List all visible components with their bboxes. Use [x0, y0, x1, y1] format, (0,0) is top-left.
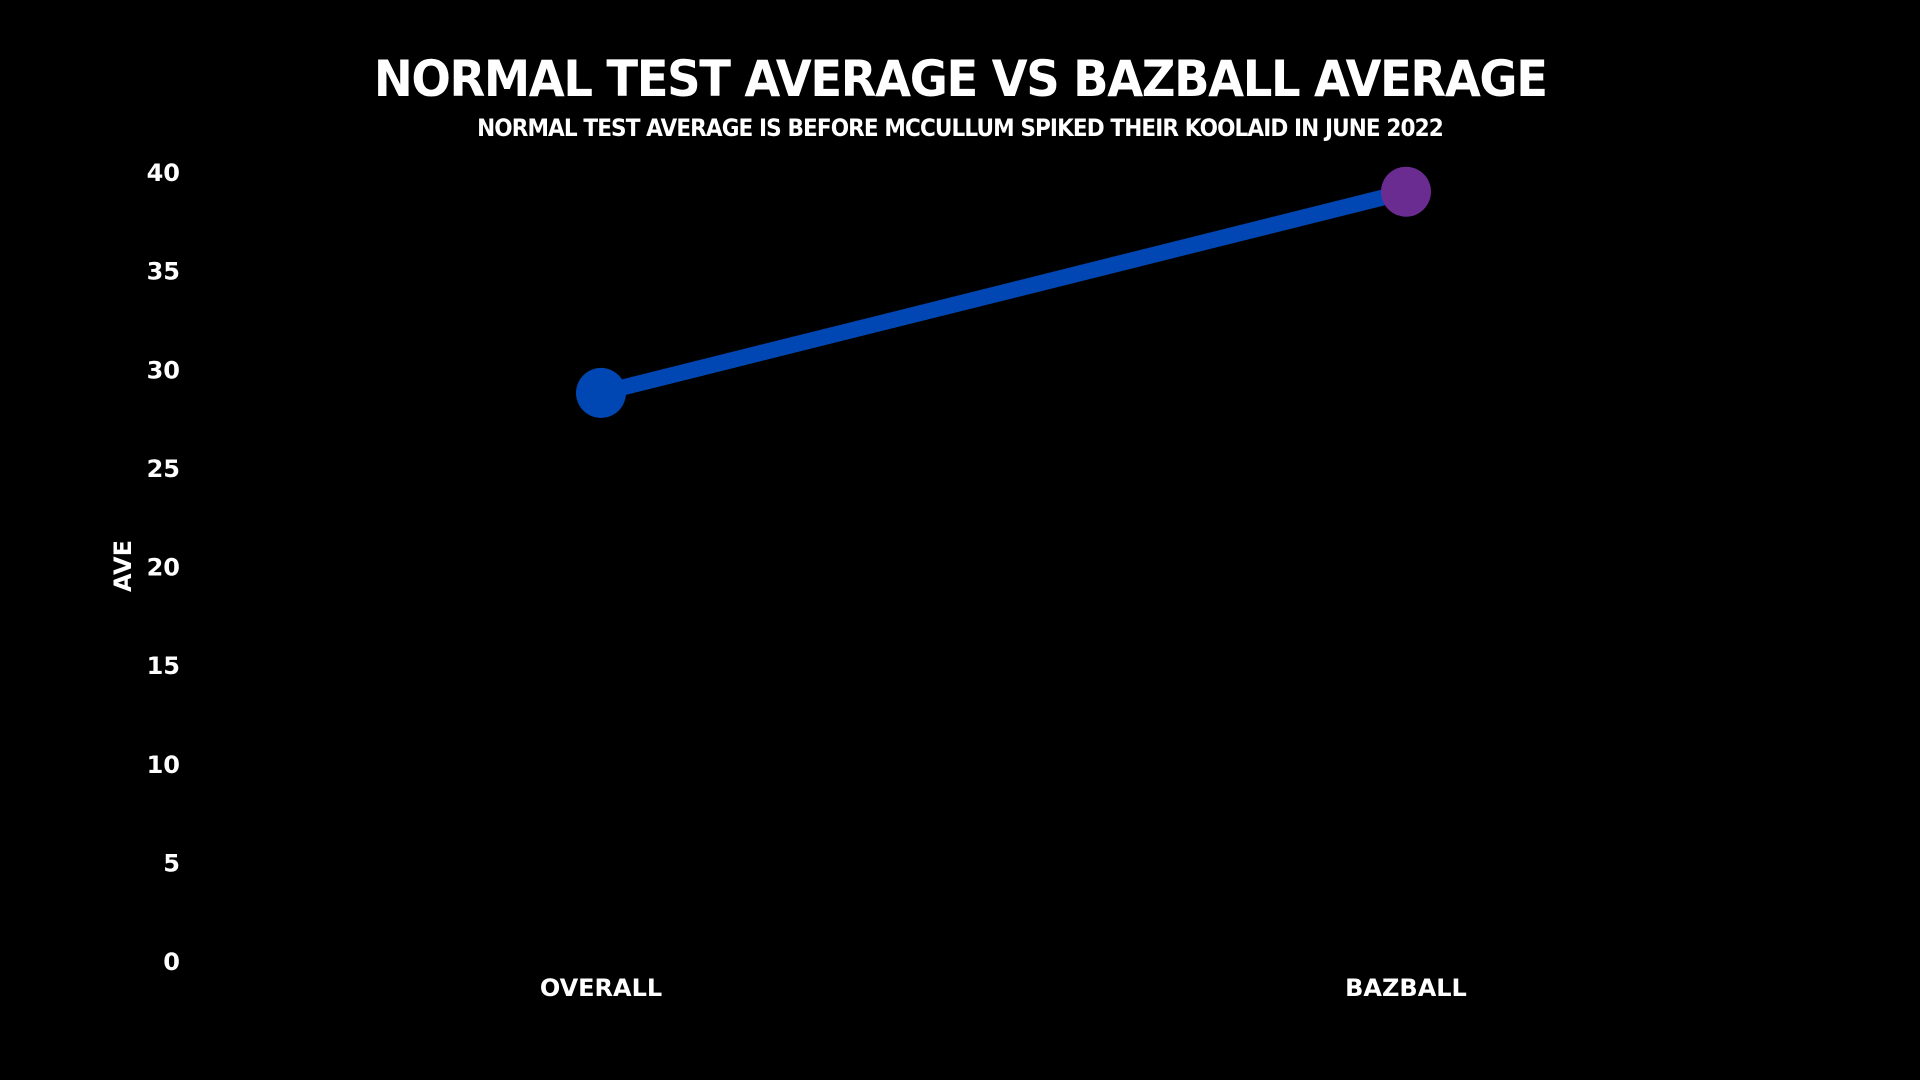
chart-title: NORMAL TEST AVERAGE VS BAZBALL AVERAGE [373, 50, 1548, 108]
y-tick-label: 35 [147, 258, 180, 286]
y-tick-label: 0 [163, 948, 180, 976]
series-line-group [593, 183, 1414, 401]
x-category-label: BAZBALL [1345, 974, 1467, 1002]
y-tick-label: 15 [147, 652, 180, 680]
data-point-bazball [1381, 166, 1431, 217]
series-line [593, 183, 1414, 401]
y-tick-label: 20 [147, 554, 180, 582]
y-axis-title: AVE [109, 540, 137, 592]
y-tick-label: 5 [163, 849, 180, 877]
y-tick-label: 25 [147, 455, 180, 483]
chart-subtitle: NORMAL TEST AVERAGE IS BEFORE MCCULLUM S… [477, 114, 1444, 142]
x-category-label: OVERALL [540, 974, 662, 1002]
data-point-overall [576, 367, 626, 418]
y-tick-label: 10 [147, 751, 180, 779]
y-axis-ticks: 0 5 10 15 20 25 30 35 40 [147, 159, 180, 976]
y-tick-label: 30 [147, 356, 180, 384]
y-tick-label: 40 [147, 159, 180, 187]
data-points [576, 166, 1431, 418]
x-axis-labels: OVERALL BAZBALL [540, 974, 1467, 1002]
